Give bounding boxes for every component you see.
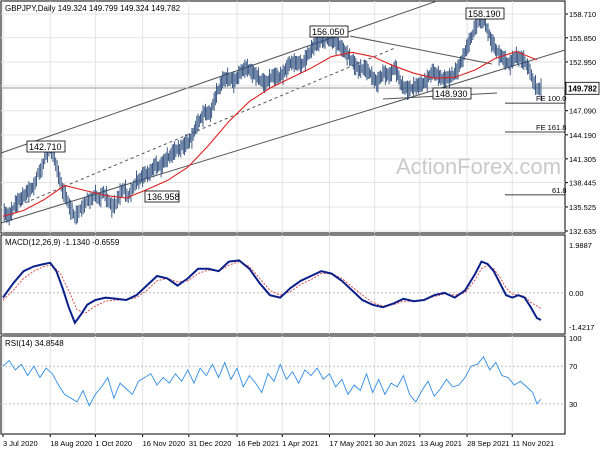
swing-label-box (432, 87, 472, 100)
swing-label: 156.050 (312, 27, 345, 37)
macd-header: MACD(12,26,9) -1.1340 -0.6559 (5, 238, 120, 247)
xtick-label: 1 Apr 2021 (282, 439, 318, 448)
macd-signal-line (2, 261, 542, 314)
moving-average-line (2, 50, 538, 217)
swing-label-box (26, 140, 66, 153)
rsi-ytick-label: 100 (569, 334, 582, 343)
price-ytick-label: 132.635 (569, 227, 596, 236)
xtick-label: 28 Sep 2021 (467, 439, 510, 448)
xtick-label: 18 Aug 2020 (50, 439, 92, 448)
xtick-label: 16 Nov 2020 (143, 439, 186, 448)
price-ytick-label: 141.305 (569, 155, 596, 164)
price-ytick-label: 158.710 (569, 10, 596, 19)
price-ytick-label: 147.090 (569, 107, 596, 116)
fib-level-label: FE 100.0 (536, 94, 566, 103)
swing-label: 158.190 (468, 9, 501, 19)
last-price-label: 149.782 (568, 84, 597, 93)
xtick-label: 17 May 2021 (329, 439, 372, 448)
price-ytick-label: 135.525 (569, 203, 596, 212)
macd-ytick-label: 1.9887 (569, 241, 592, 250)
upper-channel-line (0, 0, 438, 154)
xtick-label: 31 Dec 2020 (189, 439, 232, 448)
rsi-ytick-label: 70 (569, 362, 577, 371)
xtick-label: 16 Feb 2021 (237, 439, 279, 448)
watermark: ActionForex.com (396, 154, 561, 179)
xtick-label: 1 Oct 2020 (95, 439, 132, 448)
macd-line (2, 259, 542, 325)
rsi-line (2, 355, 542, 407)
mid-channel-line (19, 47, 396, 206)
price-ytick-label: 152.950 (569, 58, 596, 67)
price-ytick-label: 144.190 (569, 131, 596, 140)
last-price-box (565, 81, 600, 95)
price-panel-frame (0, 0, 566, 234)
price-ytick-label: 155.850 (569, 34, 596, 43)
swing-label-box (144, 190, 180, 203)
macd-ytick-label: -1.4217 (569, 323, 594, 332)
macd-ytick-label: 0.00 (569, 289, 584, 298)
rsi-panel-frame (0, 335, 566, 435)
fib-level-label: 61.8 (552, 186, 567, 195)
xtick-label: 11 Nov 2021 (512, 439, 554, 448)
triangle-upper-line (349, 35, 493, 65)
rsi-ytick-label: 30 (569, 400, 577, 409)
swing-label: 142.710 (29, 142, 62, 152)
macd-panel-frame (0, 234, 566, 335)
rsi-header: RSI(14) 34.8548 (5, 339, 64, 348)
xtick-label: 13 Aug 2021 (420, 439, 462, 448)
fib-level-label: FE 161.8 (536, 123, 566, 132)
price-header: GBPJPY,Daily 149.324 149.799 149.324 149… (5, 4, 181, 13)
swing-label-box (309, 25, 349, 38)
price-ytick-label: 138.445 (569, 179, 596, 188)
xtick-label: 3 Jul 2020 (3, 439, 38, 448)
xtick-label: 30 Jun 2021 (375, 439, 416, 448)
swing-label: 136.958 (147, 192, 180, 202)
swing-label: 148.930 (435, 89, 468, 99)
swing-label-box (465, 7, 505, 20)
